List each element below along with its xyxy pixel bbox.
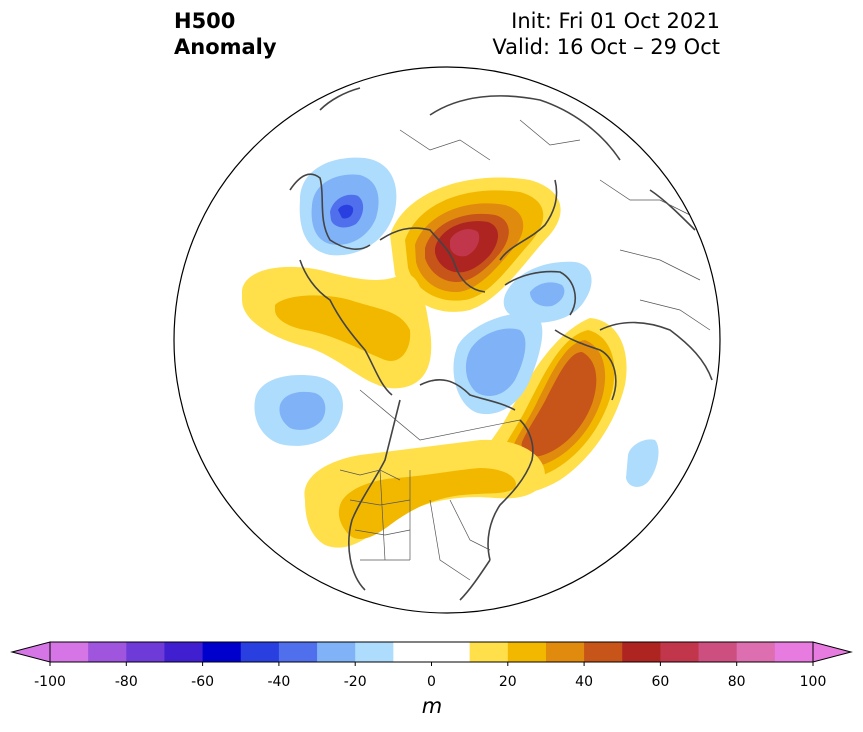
colorbar-tick-label: -80 (114, 674, 138, 690)
valid-label: Valid: 16 Oct – 29 Oct (492, 35, 720, 59)
colorbar-extend-high (812, 641, 853, 663)
map-title: H500 Anomaly (174, 8, 277, 60)
positive-anomaly-70 (450, 229, 480, 257)
colorbar-tick-label: 60 (651, 674, 670, 690)
colorbar-swatch (50, 642, 89, 662)
positive-anomaly-30 (275, 295, 411, 361)
colorbar-swatch (202, 642, 242, 662)
colorbar-swatch (622, 642, 661, 662)
negative-anomaly-30 (465, 328, 526, 396)
colorbar-swatch (507, 642, 547, 662)
colorbar-swatch (88, 642, 127, 662)
colorbar-swatch (584, 642, 623, 662)
globe-background (174, 67, 720, 613)
colorbar-swatch (774, 642, 814, 662)
colorbar-swatch (126, 642, 165, 662)
colorbar-swatch (317, 642, 356, 662)
field-label: Anomaly (174, 35, 277, 59)
colorbar-swatch (240, 642, 280, 662)
colorbar (10, 641, 853, 666)
colorbar-swatch (698, 642, 738, 662)
positive-anomaly-50 (521, 352, 597, 457)
colorbar-tick-label: 100 (799, 674, 827, 690)
colorbar-tick-label: -60 (191, 674, 215, 690)
globe-outline (173, 66, 721, 614)
colorbar-extend-low (10, 641, 51, 663)
coastlines (289, 87, 713, 601)
colorbar-tick-label: 40 (575, 674, 594, 690)
colorbar-unit: m (421, 694, 443, 718)
negative-anomaly-30 (530, 282, 565, 307)
colorbar-swatch (278, 642, 318, 662)
variable-label: H500 (174, 9, 236, 33)
init-label: Init: Fri 01 Oct 2021 (511, 9, 720, 33)
negative-anomaly-20 (626, 439, 659, 487)
negative-anomaly-30 (279, 391, 326, 430)
colorbar-tick-label: 80 (727, 674, 746, 690)
colorbar-tick-label: 20 (498, 674, 517, 690)
polar-anomaly-map (173, 66, 721, 614)
colorbar-tick-label: -40 (267, 674, 291, 690)
colorbar-swatch (545, 642, 585, 662)
colorbar-tick-label: -100 (34, 674, 66, 690)
colorbar-swatch (164, 642, 204, 662)
colorbar-swatch (355, 642, 394, 662)
colorbar-swatch (736, 642, 776, 662)
colorbar-swatch (393, 642, 432, 662)
colorbar-swatch (660, 642, 700, 662)
date-info: Init: Fri 01 Oct 2021 Valid: 16 Oct – 29… (492, 8, 720, 60)
country-borders (339, 119, 711, 581)
colorbar-swatch (469, 642, 509, 662)
colorbar-swatch (431, 642, 471, 662)
anomaly-contours (242, 87, 713, 601)
colorbar-tick-label: -20 (343, 674, 367, 690)
colorbar-tick-label: 0 (427, 674, 436, 690)
negative-anomaly-50 (338, 204, 354, 219)
